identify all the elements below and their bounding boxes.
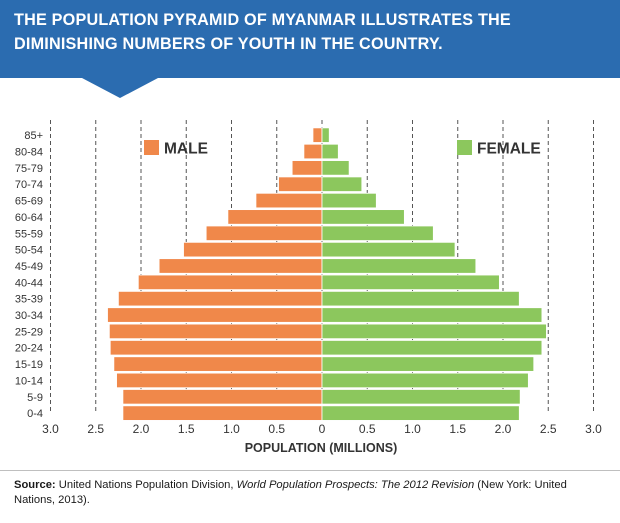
bar-female-70-74 bbox=[321, 176, 363, 192]
age-label-45-49: 45-49 bbox=[15, 261, 43, 273]
bar-female-20-24 bbox=[321, 340, 543, 356]
bar-male-70-74 bbox=[278, 176, 323, 192]
x-tick-label: 2.5 bbox=[87, 422, 104, 436]
age-label-65-69: 65-69 bbox=[15, 196, 43, 208]
legend-label-male: MALE bbox=[164, 141, 208, 158]
age-label-85+: 85+ bbox=[24, 130, 43, 142]
source-label: Source: bbox=[14, 479, 56, 491]
source-note: Source: United Nations Population Divisi… bbox=[14, 478, 610, 508]
x-tick-label: 1.5 bbox=[449, 422, 466, 436]
bar-male-45-49 bbox=[158, 258, 323, 274]
x-tick-label: 0 bbox=[319, 422, 326, 436]
age-group-labels: 0-4 5-9 10-14 15-19 20-24 25-29 30-34 35-39 40-4… bbox=[15, 130, 43, 420]
age-label-25-29: 25-29 bbox=[15, 326, 43, 338]
legend-label-female: FEMALE bbox=[477, 141, 541, 158]
source-title: World Population Prospects: The 2012 Rev… bbox=[236, 479, 475, 491]
source-text-pre: United Nations Population Division, bbox=[55, 479, 237, 491]
bar-male-0-4 bbox=[122, 405, 323, 421]
legend-swatch-female bbox=[457, 140, 472, 155]
x-tick-label: 1.5 bbox=[178, 422, 195, 436]
bar-male-65-69 bbox=[255, 192, 323, 209]
population-pyramid-chart: 0-4 5-9 10-14 15-19 20-24 25-29 30-34 35-39 40-4… bbox=[15, 120, 602, 455]
age-label-70-74: 70-74 bbox=[15, 179, 43, 191]
source-divider bbox=[0, 470, 620, 471]
bar-male-35-39 bbox=[117, 290, 323, 307]
header-banner-shape bbox=[0, 0, 620, 98]
bar-female-45-49 bbox=[321, 258, 477, 274]
bar-female-75-79 bbox=[321, 160, 350, 176]
bar-male-50-54 bbox=[183, 241, 323, 258]
age-label-60-64: 60-64 bbox=[15, 212, 43, 224]
source-text-post: (New York: United Nations, 2013). bbox=[14, 479, 567, 506]
age-label-55-59: 55-59 bbox=[15, 228, 43, 240]
age-label-20-24: 20-24 bbox=[15, 343, 43, 355]
age-label-15-19: 15-19 bbox=[15, 359, 43, 371]
bar-female-0-4 bbox=[321, 405, 520, 421]
bar-male-5-9 bbox=[122, 389, 323, 405]
bar-female-25-29 bbox=[321, 323, 547, 340]
age-label-35-39: 35-39 bbox=[15, 294, 43, 306]
bar-male-15-19 bbox=[113, 356, 323, 372]
bar-female-5-9 bbox=[321, 389, 521, 405]
age-label-80-84: 80-84 bbox=[15, 147, 43, 159]
bar-female-15-19 bbox=[321, 356, 535, 372]
x-tick-label: 2.5 bbox=[540, 422, 557, 436]
bar-male-80-84 bbox=[303, 143, 323, 160]
bar-female-30-34 bbox=[321, 307, 543, 323]
bar-female-85+ bbox=[321, 127, 330, 143]
bar-male-75-79 bbox=[291, 160, 323, 176]
age-label-30-34: 30-34 bbox=[15, 310, 43, 322]
bar-male-85+ bbox=[312, 127, 323, 143]
bar-male-60-64 bbox=[227, 209, 323, 225]
age-label-10-14: 10-14 bbox=[15, 375, 43, 387]
bar-male-20-24 bbox=[109, 340, 323, 356]
bar-female-10-14 bbox=[321, 372, 529, 389]
x-tick-label: 3.0 bbox=[585, 422, 602, 436]
age-label-0-4: 0-4 bbox=[27, 408, 43, 420]
x-tick-label: 2.0 bbox=[133, 422, 150, 436]
bar-female-50-54 bbox=[321, 241, 456, 258]
bar-female-65-69 bbox=[321, 192, 377, 209]
age-label-75-79: 75-79 bbox=[15, 163, 43, 175]
x-axis-label: POPULATION (MILLIONS) bbox=[245, 441, 398, 455]
x-tick-label: 3.0 bbox=[42, 422, 59, 436]
x-tick-label: 0.5 bbox=[268, 422, 285, 436]
bar-female-35-39 bbox=[321, 290, 520, 307]
bars bbox=[107, 127, 547, 421]
bar-female-60-64 bbox=[321, 209, 405, 225]
age-label-40-44: 40-44 bbox=[15, 277, 43, 289]
x-tick-label: 1.0 bbox=[404, 422, 421, 436]
bar-male-30-34 bbox=[107, 307, 323, 323]
bar-female-40-44 bbox=[321, 274, 500, 291]
bar-male-40-44 bbox=[137, 274, 323, 291]
legend-swatch-male bbox=[144, 140, 159, 155]
header-banner bbox=[0, 0, 620, 98]
bar-male-10-14 bbox=[116, 372, 323, 389]
page-title: THE POPULATION PYRAMID OF MYANMAR ILLUST… bbox=[14, 11, 511, 53]
age-label-5-9: 5-9 bbox=[27, 392, 43, 404]
x-tick-label: 1.0 bbox=[223, 422, 240, 436]
age-label-50-54: 50-54 bbox=[15, 245, 43, 257]
legend: MALE FEMALE bbox=[144, 140, 541, 158]
x-tick-labels: 3.0 2.5 2.0 1.5 1.0 0.5 0 0.5 1.0 1.5 2.0 2.5 3.0 bbox=[42, 422, 602, 436]
bar-male-25-29 bbox=[108, 323, 323, 340]
x-tick-label: 0.5 bbox=[359, 422, 376, 436]
bar-female-55-59 bbox=[321, 225, 434, 241]
x-tick-label: 2.0 bbox=[495, 422, 512, 436]
bar-male-55-59 bbox=[205, 225, 323, 241]
bar-female-80-84 bbox=[321, 143, 339, 160]
